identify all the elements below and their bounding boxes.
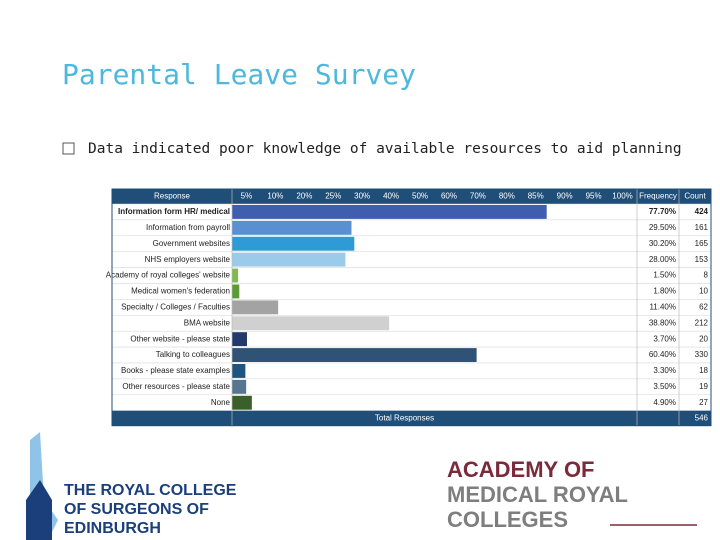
frequency-label: 38.80% xyxy=(649,318,676,327)
bar xyxy=(232,252,346,267)
bar xyxy=(232,284,240,299)
frequency-label: 1.80% xyxy=(653,287,676,296)
response-label: None xyxy=(211,398,231,407)
response-label: Other website - please state xyxy=(130,334,230,343)
header-cell: Response xyxy=(154,192,191,201)
response-label: Books - please state examples xyxy=(121,366,230,375)
logo-text: OF SURGEONS OF xyxy=(64,501,209,518)
total-label: Total Responses xyxy=(375,413,434,422)
count-label: 8 xyxy=(704,271,709,280)
frequency-label: 3.70% xyxy=(653,334,676,343)
response-label: Other resources - please state xyxy=(122,382,230,391)
header-cell: Count xyxy=(684,192,706,201)
total-count: 546 xyxy=(695,413,709,422)
bar xyxy=(232,205,547,219)
response-label: Specialty / Colleges / Faculties xyxy=(121,302,230,311)
response-label: Information from payroll xyxy=(146,223,230,232)
count-label: 330 xyxy=(695,350,709,359)
bar xyxy=(232,332,247,347)
response-label: NHS employers website xyxy=(145,255,231,264)
response-label: Information form HR/ medical xyxy=(118,207,230,216)
scale-label: 10% xyxy=(267,192,283,201)
scale-label: 60% xyxy=(441,192,457,201)
slide-title: Parental Leave Survey xyxy=(62,58,416,91)
count-label: 161 xyxy=(695,223,709,232)
logo-text: EDINBURGH xyxy=(64,520,161,537)
bar xyxy=(232,364,246,378)
bullet-marker xyxy=(62,142,75,155)
total-row xyxy=(112,410,711,426)
bar xyxy=(232,220,352,235)
count-label: 62 xyxy=(699,302,708,311)
row-bg xyxy=(111,394,712,411)
count-label: 165 xyxy=(695,239,709,248)
count-label: 20 xyxy=(699,334,708,343)
scale-label: 25% xyxy=(325,192,341,201)
bar xyxy=(232,316,390,331)
scale-label: 30% xyxy=(354,192,370,201)
rcse-logo: THE ROYAL COLLEGE OF SURGEONS OF EDINBUR… xyxy=(26,432,237,540)
scale-label: 85% xyxy=(528,192,544,201)
scale-label: 100% xyxy=(612,192,632,201)
logo-text: COLLEGES xyxy=(447,507,568,532)
bar xyxy=(232,395,252,410)
scale-label: 95% xyxy=(586,192,602,201)
aomrc-logo: ACADEMY OF MEDICAL ROYAL COLLEGES xyxy=(447,457,697,532)
bar xyxy=(232,268,239,283)
frequency-label: 60.40% xyxy=(649,350,676,359)
scale-label: 50% xyxy=(412,192,428,201)
frequency-label: 3.50% xyxy=(653,382,676,391)
frequency-label: 3.30% xyxy=(653,366,676,375)
bar xyxy=(232,379,247,394)
count-label: 153 xyxy=(695,255,709,264)
response-label: Talking to colleagues xyxy=(156,350,230,359)
count-label: 27 xyxy=(699,398,708,407)
response-label: Academy of royal colleges' website xyxy=(106,271,231,280)
scale-label: 40% xyxy=(383,192,399,201)
logo-shape xyxy=(26,480,52,540)
scale-label: 20% xyxy=(296,192,312,201)
bar xyxy=(232,236,355,251)
bar xyxy=(232,348,477,362)
frequency-label: 28.00% xyxy=(649,255,676,264)
count-label: 424 xyxy=(695,207,709,216)
logo-text: THE ROYAL COLLEGE xyxy=(64,482,237,499)
logo-text: MEDICAL ROYAL xyxy=(447,482,628,507)
frequency-label: 29.50% xyxy=(649,223,676,232)
frequency-label: 30.20% xyxy=(649,239,676,248)
count-label: 19 xyxy=(699,382,708,391)
logo-text: ACADEMY OF xyxy=(447,457,595,482)
response-label: Medical women's federation xyxy=(131,287,230,296)
scale-label: 70% xyxy=(470,192,486,201)
scale-label: 90% xyxy=(557,192,573,201)
header-row xyxy=(112,189,711,204)
count-label: 10 xyxy=(699,287,708,296)
header-cell: Frequency xyxy=(639,192,677,201)
frequency-label: 4.90% xyxy=(653,398,676,407)
scale-label: 80% xyxy=(499,192,515,201)
bullet-text: Data indicated poor knowledge of availab… xyxy=(88,141,682,157)
count-label: 18 xyxy=(699,366,708,375)
frequency-label: 77.70% xyxy=(649,207,676,216)
response-label: Government websites xyxy=(153,239,230,248)
frequency-label: 11.40% xyxy=(649,302,676,311)
count-label: 212 xyxy=(695,318,709,327)
frequency-label: 1.50% xyxy=(653,271,676,280)
bar xyxy=(232,300,279,315)
survey-table: Response Frequency Count 5% 10% 20% 25% 30% 40% 5… xyxy=(106,188,712,427)
scale-label: 5% xyxy=(241,192,253,201)
response-label: BMA website xyxy=(184,318,231,327)
table-border xyxy=(111,188,712,427)
